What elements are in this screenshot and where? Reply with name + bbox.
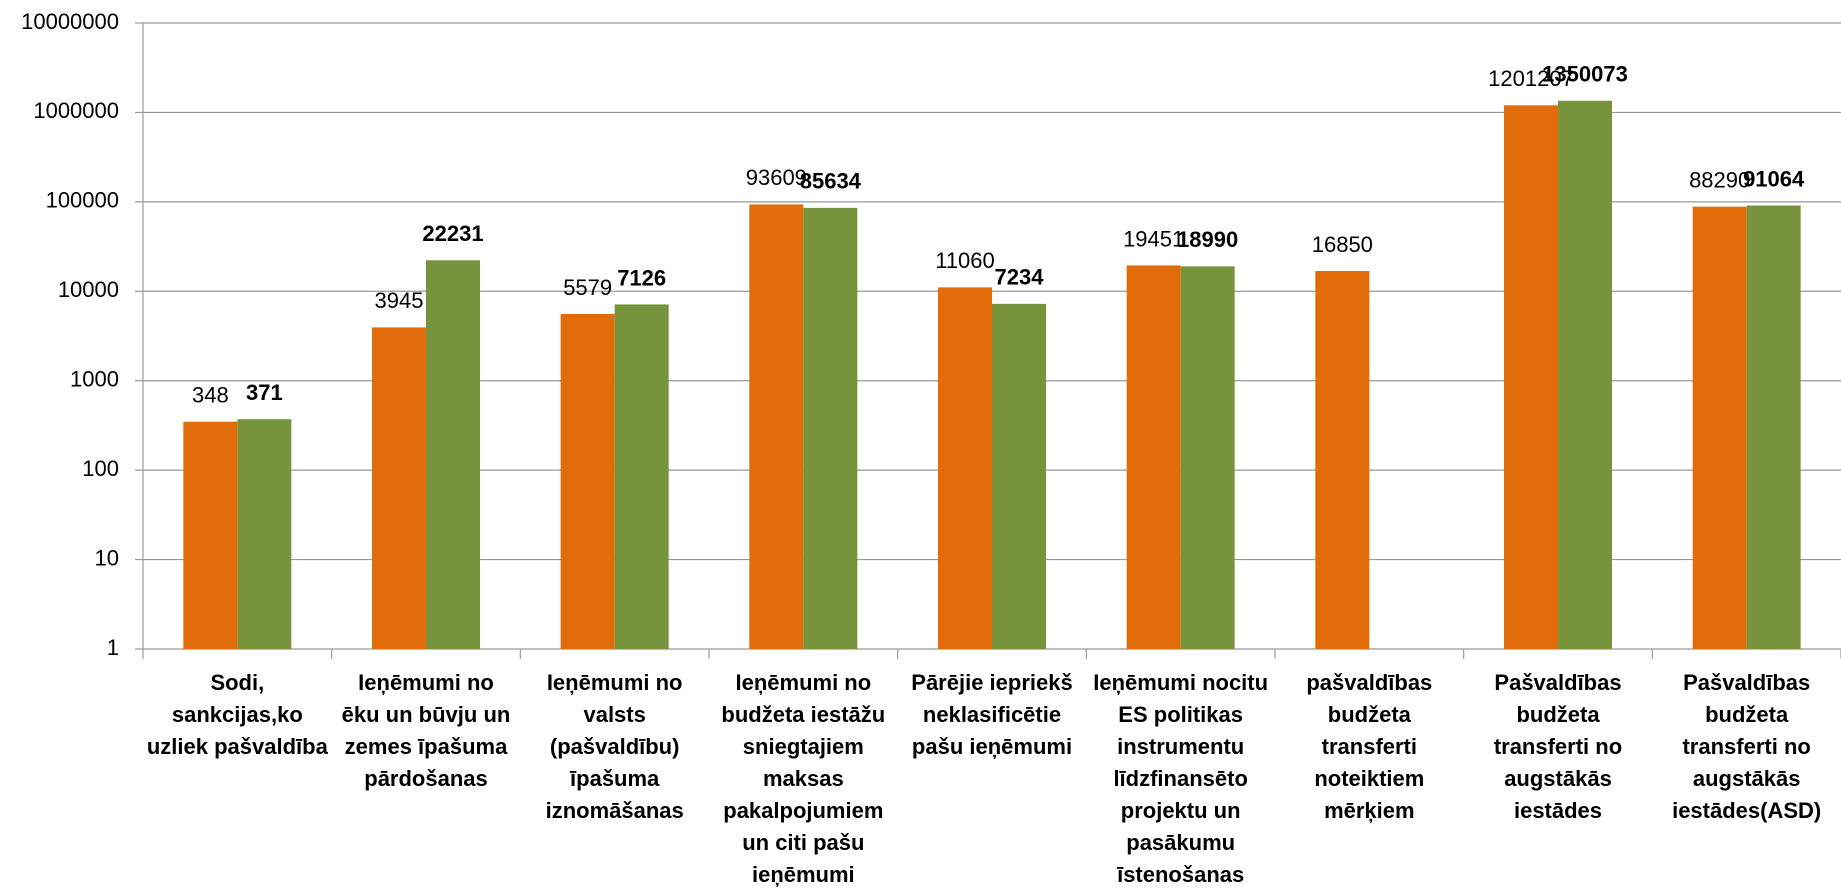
value-label: 1201207 (1488, 66, 1574, 91)
x-tick-label: Pārējie iepriekš (911, 670, 1072, 695)
x-tick-label: projektu un (1121, 798, 1241, 823)
value-label: 3945 (375, 288, 424, 313)
y-tick-label: 1000000 (33, 98, 119, 123)
x-tick-label: iznomāšanas (546, 798, 684, 823)
bar (426, 260, 480, 649)
bar (938, 287, 992, 649)
x-tick-label: Ieņēmumi no (547, 670, 683, 695)
x-tick-label: transferti no (1682, 734, 1810, 759)
x-tick-label: ēku un būvju un (342, 702, 511, 727)
x-tick-label: (pašvaldību) (550, 734, 680, 759)
x-tick-label: mērķiem (1324, 798, 1415, 823)
value-label: 7126 (617, 265, 666, 290)
x-tick-label: īpašuma (569, 766, 660, 791)
value-label: 19451 (1123, 226, 1184, 251)
bar (183, 421, 238, 649)
x-tick-label: pasākumu (1126, 830, 1235, 855)
x-tick-label: sankcijas,ko (172, 702, 303, 727)
y-tick-label: 10000 (58, 277, 119, 302)
bar (803, 207, 858, 649)
y-tick-label: 1000 (70, 367, 119, 392)
y-tick-label: 100 (82, 456, 119, 481)
x-tick-label: ieņēmumi (752, 862, 855, 887)
value-label: 7234 (995, 265, 1045, 290)
x-tick-label: Ieņēmumi nocitu (1093, 670, 1268, 695)
x-tick-label: līdzfinansēto (1113, 766, 1247, 791)
value-label: 1350073 (1542, 62, 1628, 87)
y-tick-label: 10 (95, 545, 119, 570)
x-tick-label: īstenošanas (1116, 862, 1244, 887)
x-tick-label: Pašvaldības (1683, 670, 1810, 695)
x-tick-label: zemes īpašuma (345, 734, 508, 759)
bar (1558, 100, 1612, 649)
value-label: 16850 (1312, 232, 1373, 257)
x-tick-label: ES politikas (1118, 702, 1243, 727)
value-label: 88290 (1689, 168, 1750, 193)
bar (560, 313, 615, 649)
x-tick-label: maksas (763, 766, 844, 791)
bar (1746, 205, 1801, 649)
value-label: 18990 (1177, 227, 1238, 252)
bar (237, 419, 292, 649)
x-tick-label: pakalpojumiem (723, 798, 883, 823)
x-tick-label: augstākās (1504, 766, 1612, 791)
x-tick-label: budžeta (1705, 702, 1789, 727)
bar (1180, 266, 1235, 649)
bar (1504, 105, 1558, 649)
x-tick-label: pašu ieņēmumi (912, 734, 1072, 759)
x-tick-label: iestādes (1514, 798, 1602, 823)
x-tick-label: valsts (583, 702, 645, 727)
bar (1126, 265, 1181, 649)
x-tick-label: budžeta iestāžu (721, 702, 885, 727)
x-tick-label: un citi pašu (742, 830, 864, 855)
y-tick-label: 1 (107, 635, 119, 660)
x-tick-label: augstākās (1693, 766, 1801, 791)
x-tick-label: sniegtajiem (743, 734, 864, 759)
bar (1692, 206, 1747, 649)
x-tick-label: uzliek pašvaldība (147, 734, 329, 759)
bar (372, 327, 426, 649)
x-tick-label: Pašvaldības (1494, 670, 1621, 695)
value-label: 348 (192, 383, 229, 408)
x-tick-label: Ieņēmumi no (358, 670, 494, 695)
value-label: 5579 (563, 275, 612, 300)
x-tick-label: transferti (1322, 734, 1417, 759)
bar (1315, 271, 1370, 649)
x-tick-label: instrumentu (1117, 734, 1244, 759)
bar (992, 303, 1046, 649)
bar (749, 204, 804, 649)
y-tick-label: 10000000 (21, 9, 119, 34)
value-label: 371 (246, 380, 283, 405)
x-tick-label: pārdošanas (364, 766, 488, 791)
x-tick-label: noteiktiem (1314, 766, 1424, 791)
value-label: 11060 (935, 248, 995, 273)
x-tick-label: iestādes(ASD) (1672, 798, 1821, 823)
value-label: 93609 (746, 165, 807, 190)
x-tick-label: budžeta (1516, 702, 1600, 727)
x-tick-label: pašvaldības (1306, 670, 1432, 695)
value-label: 22231 (422, 221, 483, 246)
value-label: 91064 (1743, 166, 1805, 191)
x-tick-label: neklasificētie (923, 702, 1061, 727)
x-tick-label: Sodi, (210, 670, 264, 695)
value-label: 85634 (800, 169, 862, 194)
bar (614, 304, 669, 649)
y-tick-label: 100000 (46, 188, 119, 213)
x-tick-label: Ieņēmumi no (735, 670, 871, 695)
x-tick-label: transferti no (1494, 734, 1622, 759)
x-tick-label: budžeta (1328, 702, 1412, 727)
